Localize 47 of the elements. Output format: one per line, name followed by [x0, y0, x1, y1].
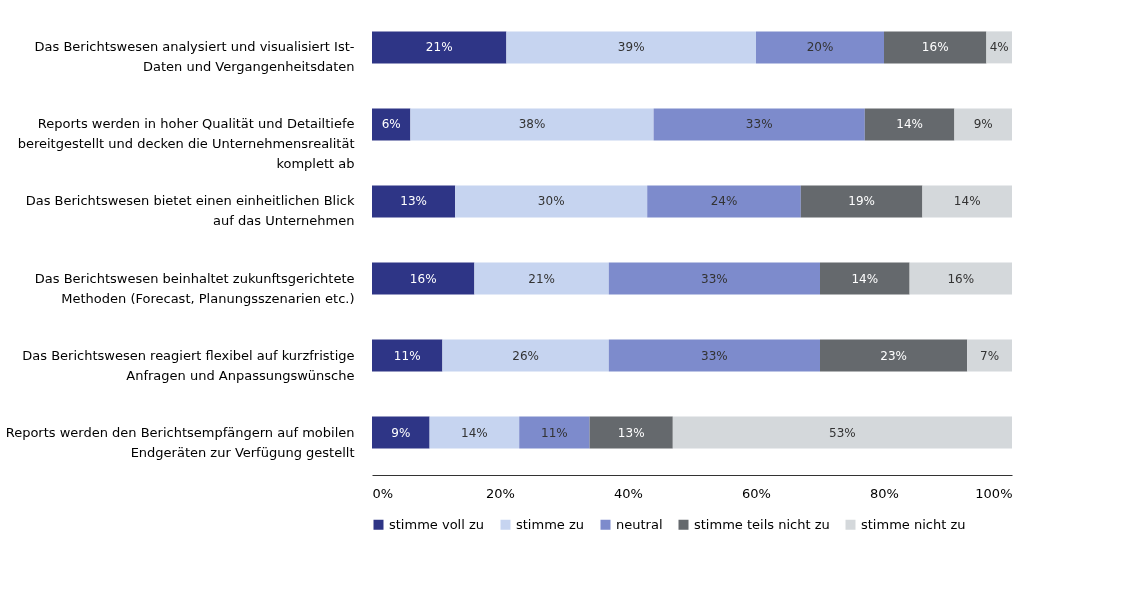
- data-label: 14%: [461, 425, 488, 440]
- data-label: 33%: [701, 271, 728, 286]
- data-label: 9%: [391, 425, 411, 440]
- x-tick-label: 40%: [614, 485, 643, 501]
- data-label: 24%: [710, 194, 738, 209]
- x-tick-label: 80%: [870, 485, 899, 501]
- x-tick-label: 100%: [975, 485, 1013, 501]
- data-label: 19%: [848, 194, 875, 209]
- y-tick-label: Das Berichtswesen analysiert und visualisiert Ist-Daten und Vergangenheitsdaten: [34, 39, 355, 75]
- legend-label: stimme voll zu: [389, 516, 485, 532]
- data-label: 16%: [921, 40, 949, 55]
- data-label: 33%: [701, 348, 728, 363]
- x-tick-label: 60%: [742, 485, 771, 501]
- data-label: 30%: [537, 194, 565, 209]
- data-label: 16%: [409, 271, 437, 286]
- data-label: 7%: [980, 348, 1000, 363]
- data-label: 6%: [381, 117, 401, 132]
- data-label: 13%: [400, 194, 427, 209]
- data-label: 33%: [745, 117, 773, 132]
- legend-label: stimme teils nicht zu: [694, 516, 830, 532]
- data-label: 21%: [425, 40, 453, 55]
- data-label: 26%: [512, 348, 539, 363]
- data-label: 38%: [518, 117, 546, 132]
- data-label: 11%: [393, 348, 421, 363]
- legend-label: stimme nicht zu: [861, 516, 966, 532]
- y-tick-label: Reports werden in hoher Qualität und Detailtiefe bereitgestellt und decken die Unternehmensrealität komplett ab: [17, 116, 355, 172]
- data-label: 53%: [829, 425, 856, 440]
- data-label: 14%: [896, 117, 923, 132]
- y-tick-label: Reports werden den Berichtsempfängern auf mobilen Endgeräten zur Verfügung gestellt: [5, 424, 355, 460]
- data-label: 20%: [806, 40, 834, 55]
- data-label: 4%: [989, 40, 1009, 55]
- legend-label: neutral: [616, 516, 663, 532]
- y-tick-label: Das Berichtswesen bietet einen einheitlichen Blick auf das Unternehmen: [25, 193, 355, 229]
- y-tick-label: Das Berichtswesen beinhaltet zukunftsgerichtete Methoden (Forecast, Planungsszenarien etc.): [34, 270, 355, 306]
- data-label: 21%: [528, 271, 555, 286]
- data-label: 14%: [953, 194, 981, 209]
- data-label: 23%: [880, 348, 907, 363]
- data-label: 13%: [617, 425, 645, 440]
- data-label: 14%: [851, 271, 879, 286]
- data-label: 11%: [541, 425, 568, 440]
- x-tick-label: 20%: [486, 485, 515, 501]
- data-label: 9%: [973, 117, 993, 132]
- x-tick-label: 0%: [372, 485, 394, 501]
- y-tick-label: Das Berichtswesen reagiert flexibel auf kurzfristige Anfragen und Anpassungswünsche: [22, 347, 355, 383]
- data-label: 39%: [617, 40, 645, 55]
- legend-label: stimme zu: [516, 516, 585, 532]
- data-label: 16%: [947, 271, 975, 286]
